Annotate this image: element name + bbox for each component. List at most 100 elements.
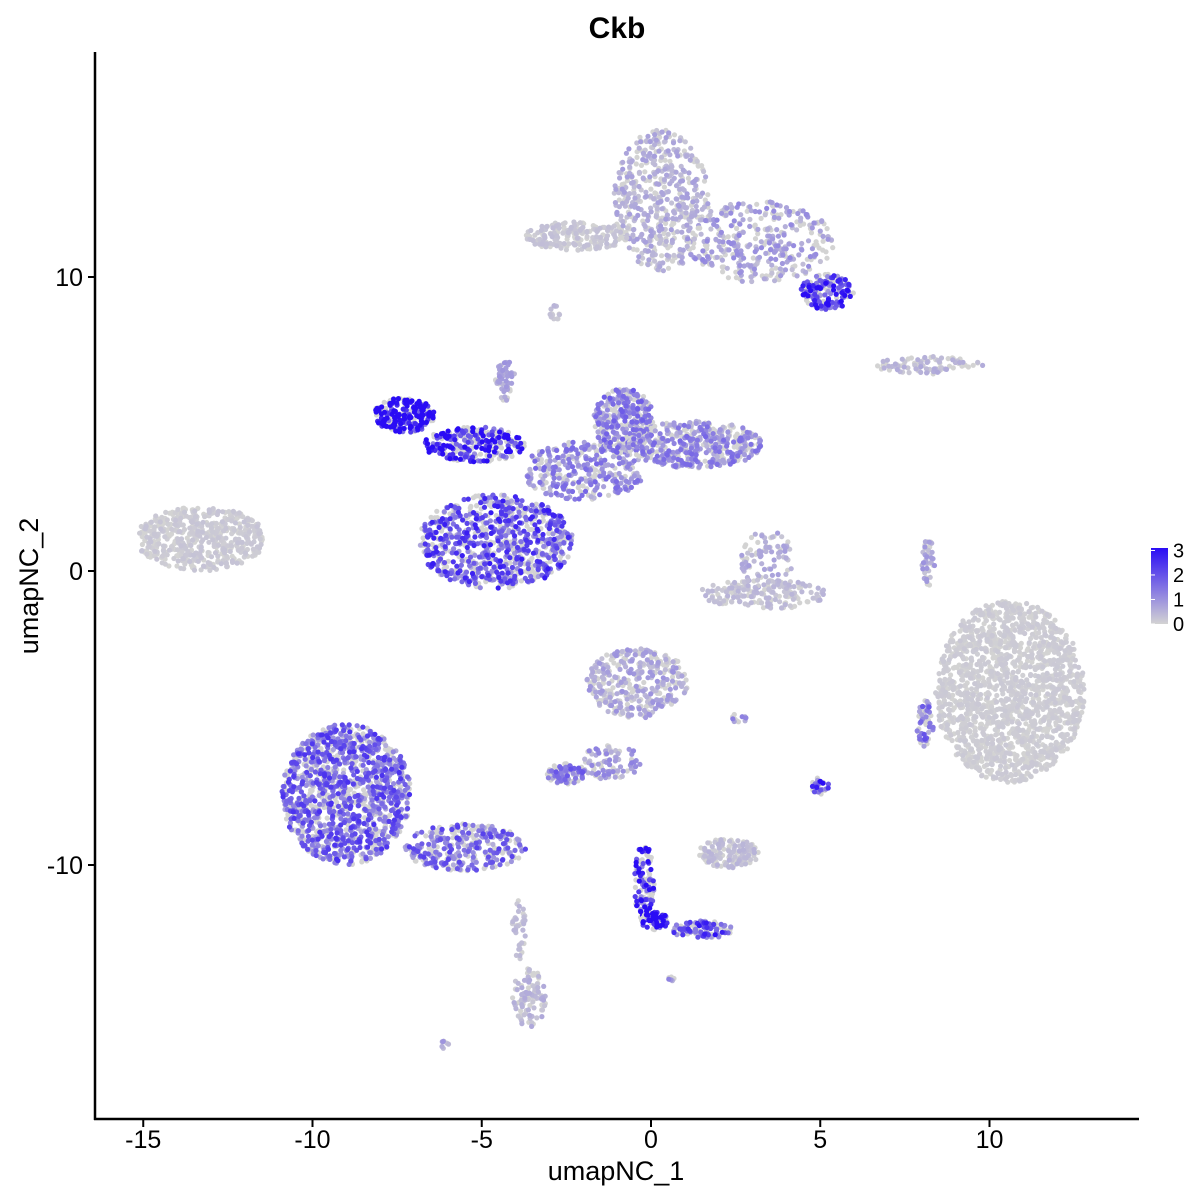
cell-point [603, 476, 609, 482]
cell-point [235, 540, 241, 546]
cell-point [594, 452, 600, 458]
cell-point [929, 549, 935, 555]
cell-point [601, 394, 607, 400]
cell-point [542, 234, 548, 241]
cell-point [660, 421, 666, 427]
cell-point [637, 438, 644, 444]
cell-point [248, 541, 254, 547]
cell-point [651, 440, 658, 446]
cell-point [790, 596, 797, 602]
cell-point [513, 524, 519, 530]
cell-point [616, 455, 623, 461]
cell-point [645, 262, 651, 268]
cell-point [726, 247, 732, 253]
cell-point [486, 448, 492, 454]
cell-point [477, 585, 483, 591]
cell-point [401, 412, 407, 419]
cell-point [239, 539, 245, 546]
cell-point [737, 598, 743, 605]
cell-point [597, 410, 603, 416]
cell-point [483, 565, 489, 572]
cell-point [507, 555, 513, 561]
cell-point [563, 247, 570, 253]
cell-point [591, 444, 597, 450]
cell-point [552, 464, 558, 470]
cell-point [739, 278, 745, 284]
cell-point [235, 547, 241, 553]
cell-point [677, 438, 683, 444]
cell-point [660, 268, 667, 274]
cell-point [194, 521, 200, 527]
cell-point [594, 244, 600, 250]
cell-point [642, 169, 648, 175]
cell-point [787, 208, 793, 215]
cell-point [757, 437, 763, 444]
cell-point [462, 454, 469, 460]
cell-point [487, 560, 493, 567]
cell-point [142, 526, 148, 532]
cell-point [683, 210, 689, 216]
cell-point [647, 174, 653, 180]
cell-point [604, 424, 610, 430]
cell-point [381, 399, 387, 405]
cell-point [414, 401, 420, 407]
cell-point [641, 428, 647, 434]
cell-point [729, 422, 735, 428]
cell-point [655, 168, 661, 174]
cell-point [812, 291, 818, 297]
cell-point [517, 520, 523, 526]
cell-point [465, 496, 471, 502]
cell-point [685, 236, 691, 242]
cell-point [668, 227, 674, 233]
cell-point [518, 502, 524, 509]
cell-point [159, 514, 165, 520]
cell-point [503, 384, 509, 390]
cell-point [601, 437, 607, 443]
cell-point [761, 566, 768, 573]
cell-point [657, 233, 663, 239]
cell-point [718, 229, 725, 235]
cell-point [537, 479, 543, 485]
cell-point [645, 248, 652, 254]
cell-point [422, 541, 428, 547]
cell-point [585, 442, 591, 448]
cell-point [724, 443, 730, 449]
cell-point [231, 527, 237, 533]
cell-point [690, 230, 696, 236]
cell-point [809, 246, 816, 252]
cell-point [752, 531, 758, 537]
cell-point [541, 543, 547, 550]
cell-point [478, 500, 484, 506]
cell-point [594, 461, 600, 467]
cell-point [457, 451, 464, 457]
cell-point [613, 387, 619, 393]
cell-point [570, 439, 576, 445]
cell-point [496, 374, 503, 380]
cell-point [533, 465, 539, 471]
cell-point [621, 387, 627, 393]
cell-point [764, 205, 770, 211]
cell-point [195, 558, 201, 564]
cell-point [162, 534, 168, 540]
cell-point [442, 569, 448, 575]
cell-point [547, 311, 553, 317]
cell-point [658, 218, 664, 224]
cell-point [735, 588, 741, 594]
cell-point [652, 428, 658, 434]
cell-point [442, 521, 448, 528]
cell-point [404, 397, 410, 403]
cell-point [486, 453, 493, 459]
cell-point [798, 215, 804, 221]
cell-point [504, 499, 511, 506]
cell-point [554, 527, 560, 534]
cell-point [617, 175, 623, 181]
cell-point [657, 431, 663, 437]
cell-point [782, 602, 788, 608]
cell-point [577, 220, 583, 226]
cell-point [630, 405, 636, 411]
cell-point [191, 567, 198, 573]
cell-point [500, 367, 506, 374]
cell-point [588, 494, 594, 500]
cell-point [530, 550, 537, 556]
cell-point [614, 449, 620, 455]
